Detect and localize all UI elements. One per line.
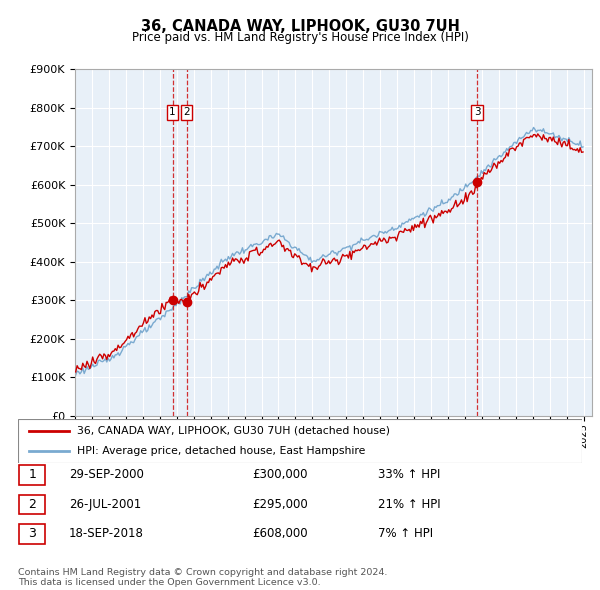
Text: Contains HM Land Registry data © Crown copyright and database right 2024.
This d: Contains HM Land Registry data © Crown c… bbox=[18, 568, 388, 587]
Text: 18-SEP-2018: 18-SEP-2018 bbox=[69, 527, 144, 540]
Text: HPI: Average price, detached house, East Hampshire: HPI: Average price, detached house, East… bbox=[77, 446, 365, 456]
Text: £608,000: £608,000 bbox=[252, 527, 308, 540]
Text: 2: 2 bbox=[183, 107, 190, 117]
Text: 3: 3 bbox=[28, 527, 37, 540]
Text: £295,000: £295,000 bbox=[252, 498, 308, 511]
Text: 1: 1 bbox=[28, 468, 37, 481]
Text: 36, CANADA WAY, LIPHOOK, GU30 7UH: 36, CANADA WAY, LIPHOOK, GU30 7UH bbox=[140, 19, 460, 34]
Text: 29-SEP-2000: 29-SEP-2000 bbox=[69, 468, 144, 481]
Text: 26-JUL-2001: 26-JUL-2001 bbox=[69, 498, 141, 511]
Text: 1: 1 bbox=[169, 107, 176, 117]
Text: £300,000: £300,000 bbox=[252, 468, 308, 481]
Text: 33% ↑ HPI: 33% ↑ HPI bbox=[378, 468, 440, 481]
Text: Price paid vs. HM Land Registry's House Price Index (HPI): Price paid vs. HM Land Registry's House … bbox=[131, 31, 469, 44]
Text: 3: 3 bbox=[474, 107, 481, 117]
Text: 7% ↑ HPI: 7% ↑ HPI bbox=[378, 527, 433, 540]
Text: 36, CANADA WAY, LIPHOOK, GU30 7UH (detached house): 36, CANADA WAY, LIPHOOK, GU30 7UH (detac… bbox=[77, 426, 390, 436]
Text: 21% ↑ HPI: 21% ↑ HPI bbox=[378, 498, 440, 511]
Text: 2: 2 bbox=[28, 498, 37, 511]
